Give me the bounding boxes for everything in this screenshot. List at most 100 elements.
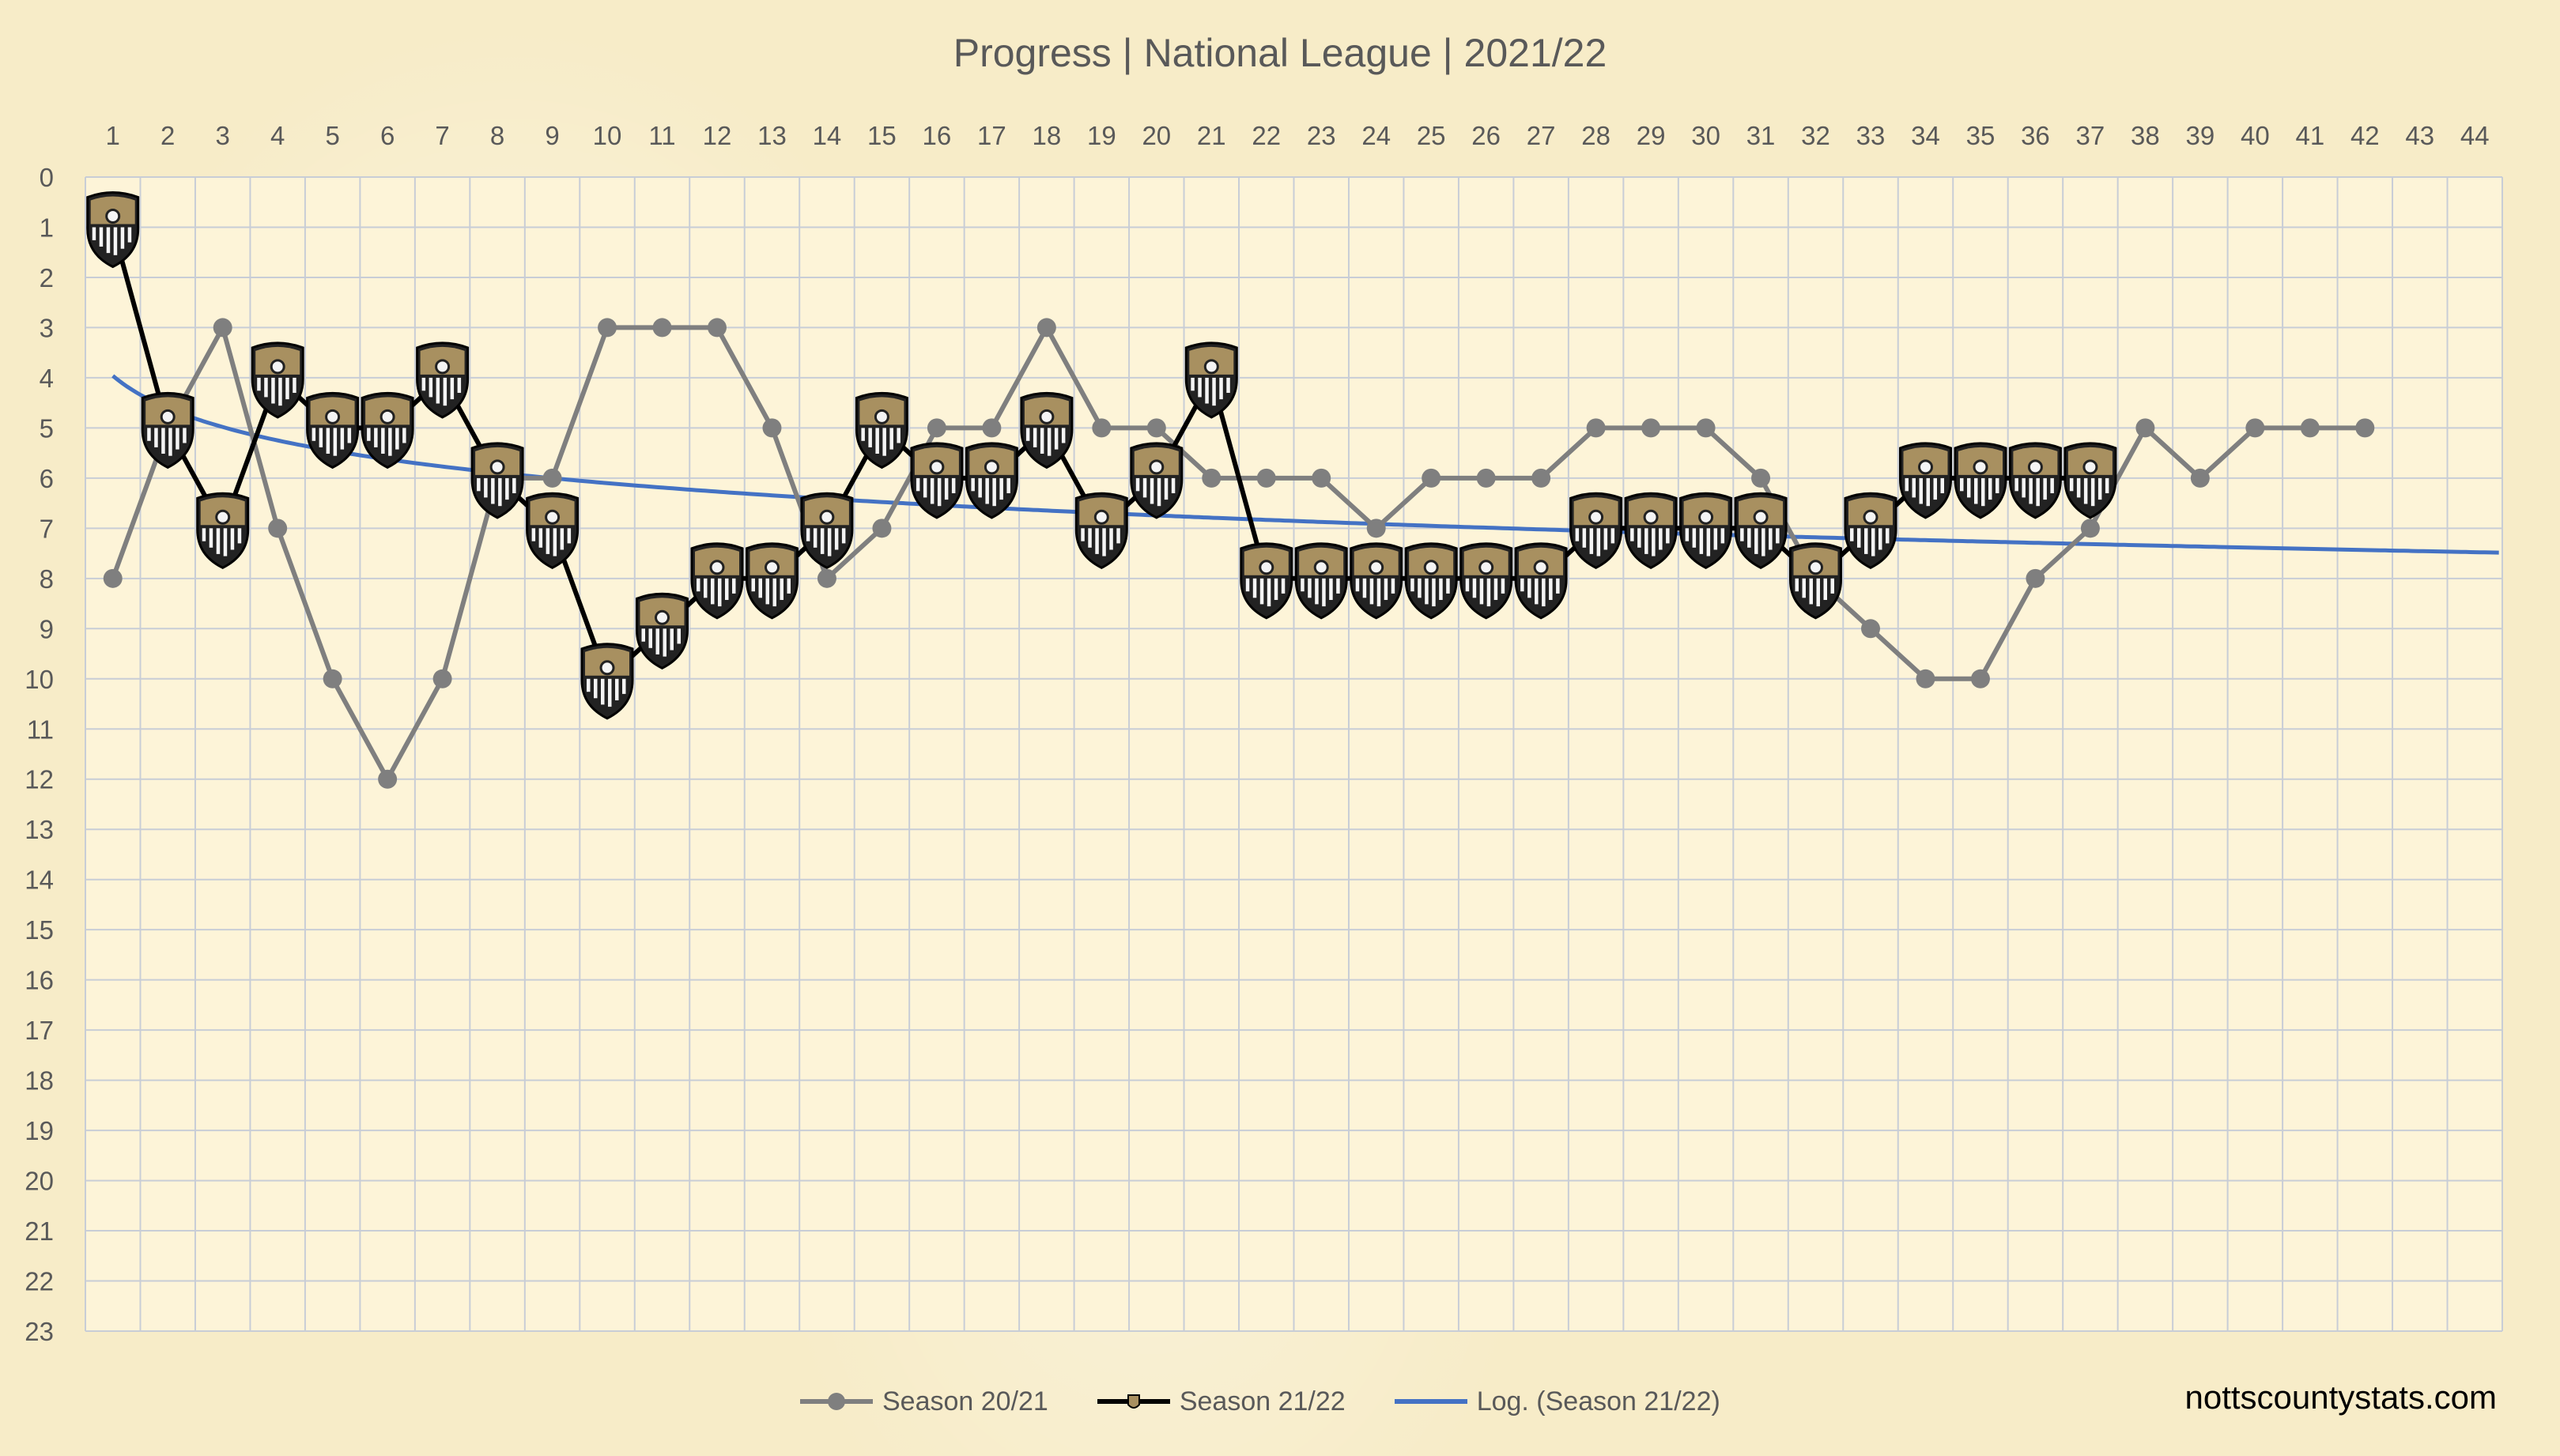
data-point-season-2122: [416, 341, 470, 419]
x-tick-label: 42: [2350, 121, 2380, 150]
data-point-season-2122: [1074, 492, 1128, 569]
data-point-season-2021: [2026, 568, 2045, 588]
y-tick-label: 1: [40, 213, 54, 242]
y-tick-label: 4: [40, 364, 54, 393]
y-tick-label: 13: [25, 815, 54, 844]
data-point-season-2021: [378, 769, 398, 789]
x-tick-label: 9: [545, 121, 559, 150]
data-point-season-2021: [2135, 418, 2155, 438]
x-tick-label: 2: [160, 121, 175, 150]
x-tick-label: 11: [648, 121, 675, 150]
y-tick-label: 21: [25, 1216, 54, 1246]
data-point-season-2021: [1751, 468, 1771, 488]
y-tick-label: 19: [25, 1116, 54, 1145]
data-point-season-2122: [1624, 492, 1678, 569]
data-point-season-2122: [1844, 492, 1897, 569]
data-point-season-2122: [86, 191, 140, 269]
legend-item-season-2021: Season 20/21: [799, 1386, 1048, 1417]
data-point-season-2021: [927, 418, 946, 438]
x-tick-label: 18: [1032, 121, 1061, 150]
data-point-season-2122: [800, 492, 854, 569]
x-tick-label: 17: [977, 121, 1006, 150]
x-tick-label: 37: [2076, 121, 2105, 150]
data-point-season-2021: [1202, 468, 1221, 488]
x-tick-label: 31: [1746, 121, 1776, 150]
data-point-season-2122: [855, 391, 908, 470]
data-point-season-2021: [542, 468, 562, 488]
x-tick-label: 12: [703, 121, 732, 150]
data-point-season-2021: [432, 669, 452, 688]
data-point-season-2021: [1696, 418, 1716, 438]
data-point-season-2021: [762, 418, 782, 438]
y-tick-label: 3: [40, 313, 54, 342]
data-point-season-2021: [1916, 669, 1935, 688]
data-point-season-2021: [2300, 418, 2320, 438]
y-tick-label: 6: [40, 464, 54, 493]
x-tick-label: 40: [2241, 121, 2270, 150]
y-tick-label: 16: [25, 966, 54, 995]
x-tick-label: 38: [2131, 121, 2160, 150]
y-tick-label: 22: [25, 1267, 54, 1296]
data-point-season-2021: [1312, 468, 1331, 488]
data-point-season-2122: [1899, 442, 1952, 519]
data-point-season-2021: [1476, 468, 1496, 488]
y-tick-label: 2: [40, 263, 54, 292]
data-point-season-2122: [1020, 391, 1074, 470]
x-tick-label: 4: [270, 121, 285, 150]
x-tick-label: 6: [380, 121, 395, 150]
x-tick-label: 23: [1307, 121, 1336, 150]
y-tick-label: 5: [40, 413, 54, 443]
data-point-season-2122: [470, 442, 524, 519]
data-point-season-2122: [690, 542, 744, 620]
data-point-season-2122: [746, 542, 799, 620]
data-point-season-2021: [1641, 418, 1661, 438]
y-tick-label: 14: [25, 866, 54, 895]
data-point-season-2021: [103, 568, 123, 588]
data-point-season-2021: [1092, 418, 1112, 438]
x-tick-label: 43: [2405, 121, 2434, 150]
data-point-season-2021: [2355, 418, 2375, 438]
x-tick-label: 5: [325, 121, 339, 150]
data-point-season-2122: [1569, 492, 1623, 569]
data-point-season-2122: [1954, 442, 2007, 519]
data-point-season-2021: [323, 669, 342, 688]
x-tick-label: 22: [1252, 121, 1281, 150]
data-point-season-2021: [1586, 418, 1606, 438]
legend-swatch-trendline: [1394, 1399, 1467, 1404]
credit-text: nottscountystats.com: [2184, 1379, 2497, 1416]
data-point-season-2021: [1146, 418, 1166, 438]
y-tick-label: 8: [40, 564, 54, 594]
data-point-season-2021: [213, 318, 232, 338]
x-tick-label: 44: [2460, 121, 2490, 150]
data-point-season-2122: [580, 643, 634, 720]
x-tick-label: 14: [813, 121, 842, 150]
x-tick-label: 39: [2186, 121, 2215, 150]
data-point-season-2021: [1970, 669, 1990, 688]
data-point-season-2122: [636, 592, 689, 670]
y-tick-label: 20: [25, 1167, 54, 1196]
legend-swatch-season-2122: [1097, 1394, 1170, 1409]
data-point-season-2021: [1256, 468, 1276, 488]
y-tick-label: 7: [40, 514, 54, 543]
y-tick-label: 0: [40, 163, 54, 192]
data-point-season-2122: [306, 391, 360, 470]
data-point-season-2122: [1459, 542, 1513, 620]
data-point-season-2122: [1734, 492, 1788, 569]
data-point-season-2122: [1789, 542, 1842, 620]
data-point-season-2122: [196, 492, 250, 569]
legend-label-season-2122: Season 21/22: [1179, 1386, 1346, 1416]
y-tick-label: 9: [40, 614, 54, 643]
x-tick-label: 34: [1911, 121, 1940, 150]
y-tick-label: 11: [27, 715, 54, 744]
data-point-season-2021: [707, 318, 727, 338]
data-point-season-2021: [1422, 468, 1441, 488]
legend: Season 20/21 Season 21/22 Log. (Season 2…: [799, 1382, 1720, 1421]
x-tick-label: 20: [1142, 121, 1171, 150]
data-point-season-2021: [817, 568, 836, 588]
data-point-season-2122: [1514, 542, 1568, 620]
x-tick-label: 13: [757, 121, 787, 150]
legend-item-season-2122: Season 21/22: [1096, 1386, 1346, 1417]
data-point-season-2122: [526, 492, 580, 569]
